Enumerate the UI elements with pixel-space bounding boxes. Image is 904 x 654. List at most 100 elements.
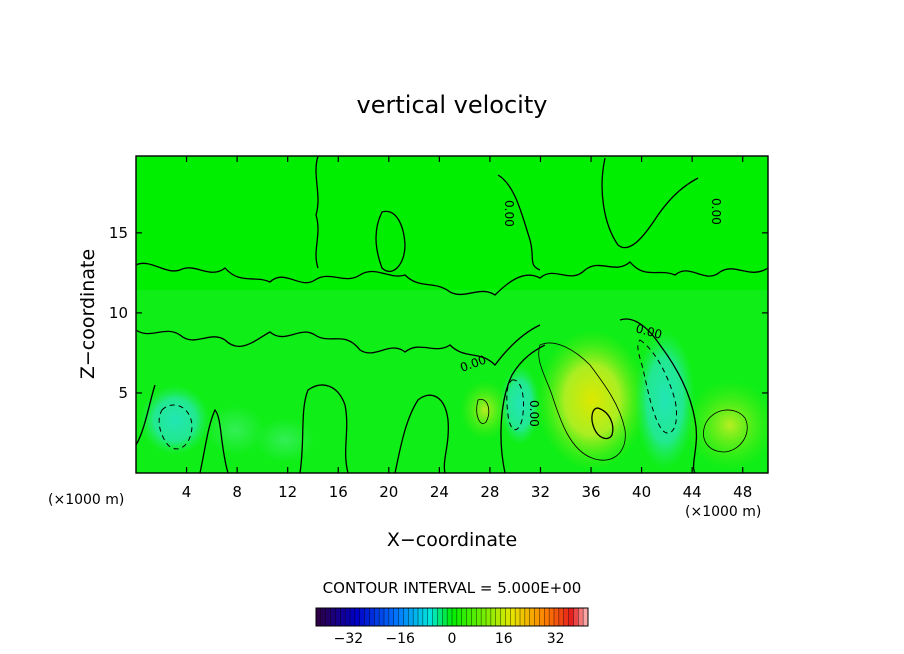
colorbar-segment xyxy=(563,608,569,626)
y-tick-label: 5 xyxy=(118,384,128,402)
updraft-core-36 xyxy=(537,330,647,470)
colorbar-segment xyxy=(539,608,545,626)
colorbar-segment xyxy=(335,608,341,626)
updraft-core-46 xyxy=(685,380,768,470)
colorbar-segment xyxy=(486,608,492,626)
colorbar-segment xyxy=(369,608,375,626)
colorbar-segment xyxy=(384,608,390,626)
colorbar-segment xyxy=(408,608,414,626)
colorbar-segment xyxy=(427,608,433,626)
colorbar-segment xyxy=(520,608,526,626)
colorbar-segment xyxy=(466,608,472,626)
colorbar-segment xyxy=(510,608,516,626)
x-tick-label: 28 xyxy=(480,483,499,501)
x-tick-label: 8 xyxy=(232,483,242,501)
x-tick-label: 16 xyxy=(329,483,348,501)
contour-pos-46 xyxy=(703,409,748,453)
plot-frame xyxy=(135,155,769,474)
x-tick-label: 12 xyxy=(278,483,297,501)
contour-zero-upper-left xyxy=(315,156,319,269)
colorbar-segment xyxy=(549,608,555,626)
colorbar-segment xyxy=(578,608,584,626)
colorbar-segment xyxy=(476,608,482,626)
colorbar-tick-label: −16 xyxy=(385,631,415,647)
colorbar-segment xyxy=(554,608,560,626)
colorbar-segment xyxy=(354,608,361,626)
contour-zero-lower-6 xyxy=(199,408,229,473)
colorbar-segment xyxy=(316,608,322,626)
y-tick-label: 15 xyxy=(109,224,128,242)
contour-zero-18 xyxy=(375,210,406,273)
colorbar-segment xyxy=(490,608,497,626)
contour-labels: 0.00 0.00 0.00 0.00 0.00 xyxy=(458,198,723,427)
contour-lines xyxy=(136,156,768,473)
x-unit-right: (×1000 m) xyxy=(685,504,761,520)
colorbar-segment xyxy=(583,608,589,626)
colorbar-segment xyxy=(403,608,409,626)
contour-pos-36-inner xyxy=(591,407,614,440)
colorbar-tick-label: 32 xyxy=(547,631,565,647)
contour-zero-lower-1 xyxy=(136,384,156,446)
colorbar-segment xyxy=(573,608,579,626)
contour-label: 0.00 xyxy=(709,198,723,225)
colorbar-segment xyxy=(534,608,540,626)
colorbar-segment xyxy=(432,608,438,626)
colorbar-segment xyxy=(524,608,531,626)
colorbar-tick-label: −32 xyxy=(334,631,364,647)
x-tick-label: 24 xyxy=(430,483,449,501)
colorbar-segment xyxy=(418,608,424,626)
contour-zero-mid xyxy=(136,324,541,366)
x-tick-label: 4 xyxy=(182,483,192,501)
contour-label: 0.00 xyxy=(527,400,541,427)
colorbar-segment xyxy=(413,608,419,626)
contour-label: 0.00 xyxy=(502,200,516,227)
colorbar-segment xyxy=(359,608,365,626)
colorbar-segment xyxy=(558,608,565,626)
chart-title: vertical velocity xyxy=(357,91,548,119)
y-axis-ticks: 5 10 15 xyxy=(109,224,768,402)
colorbar-segment xyxy=(471,608,477,626)
x-axis-ticks: 4 8 12 16 20 24 28 32 36 40 44 48 xyxy=(182,156,752,501)
colorbar-segment xyxy=(505,608,511,626)
colorbar-segment xyxy=(330,608,336,626)
field-shading xyxy=(136,290,768,473)
colorbar-segment xyxy=(447,608,453,626)
plot-area: 0.00 0.00 0.00 0.00 0.00 4 8 12 16 20 24 28 32 3… xyxy=(109,155,769,501)
contour-neg-3 xyxy=(158,404,193,450)
colorbar-ticks: −32 −16 0 16 32 xyxy=(334,631,565,647)
x-tick-label: 36 xyxy=(581,483,600,501)
x-tick-label: 32 xyxy=(531,483,550,501)
colorbar-segment xyxy=(500,608,506,626)
colorbar-segment xyxy=(481,608,487,626)
contour-zero-38 xyxy=(601,157,699,249)
x-axis-label: X−coordinate xyxy=(387,529,517,551)
contour-lines-negative xyxy=(158,339,677,450)
contour-zero-lower-14 xyxy=(299,384,349,473)
colorbar xyxy=(315,607,589,627)
contour-interval-label: CONTOUR INTERVAL = 5.000E+00 xyxy=(323,579,582,597)
downdraft-core-3 xyxy=(140,385,210,455)
colorbar-tick-label: 0 xyxy=(448,631,457,647)
colorbar-segment xyxy=(398,608,404,626)
colorbar-segment xyxy=(379,608,385,626)
colorbar-segment xyxy=(325,608,331,626)
colorbar-segment xyxy=(345,608,351,626)
contour-zero-42 xyxy=(619,318,698,473)
x-tick-label: 40 xyxy=(632,483,651,501)
colorbar-segment xyxy=(364,608,370,626)
colorbar-segment xyxy=(374,608,380,626)
contour-zero-upper xyxy=(136,261,768,296)
colorbar-segment xyxy=(515,608,521,626)
colorbar-segment xyxy=(544,608,550,626)
x-tick-label: 44 xyxy=(683,483,702,501)
colorbar-frame xyxy=(315,607,589,627)
colorbar-segment xyxy=(422,608,429,626)
colorbar-segment xyxy=(568,608,574,626)
colorbar-tick-label: 16 xyxy=(495,631,513,647)
colorbar-segment xyxy=(495,608,501,626)
contour-zero-lower-21 xyxy=(394,394,449,473)
y-tick-label: 10 xyxy=(109,304,128,322)
colorbar-segment xyxy=(442,608,448,626)
colorbar-segment xyxy=(388,608,395,626)
